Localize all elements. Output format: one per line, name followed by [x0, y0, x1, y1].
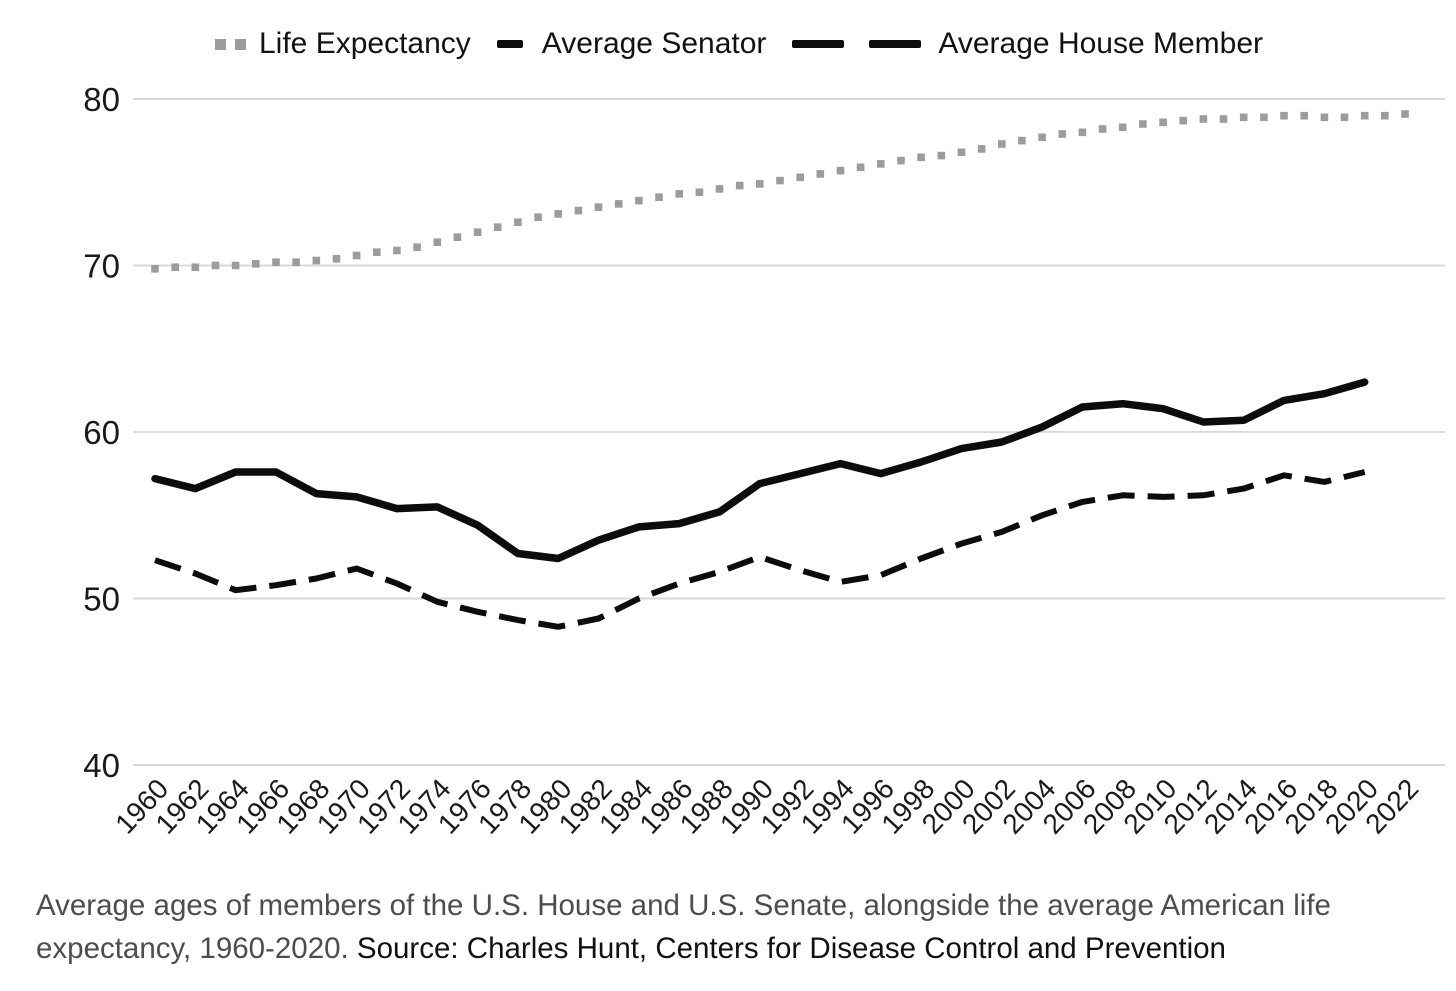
y-tick-label: 40: [83, 747, 120, 784]
average-house-member-dashed-marker-icon: [792, 40, 922, 48]
y-tick-label: 70: [83, 248, 120, 285]
caption-description: Average ages of members of the U.S. Hous…: [36, 889, 1331, 966]
y-tick-label: 80: [83, 81, 120, 118]
y-tick-label: 50: [83, 581, 120, 618]
average-senator-series: [151, 378, 1369, 563]
chart-legend: Life Expectancy Average Senator Average …: [215, 26, 1263, 62]
legend-label-average-senator: Average Senator: [541, 27, 767, 60]
legend-item-average-house-member: Average House Member: [792, 27, 1263, 61]
legend-label-life-expectancy: Life Expectancy: [259, 27, 471, 60]
life-expectancy-dotted-marker-icon: [215, 38, 246, 50]
y-tick-label: 60: [83, 414, 120, 451]
life-expectancy-series: [151, 110, 1409, 273]
caption-source: Source: Charles Hunt, Centers for Diseas…: [356, 932, 1226, 966]
legend-item-life-expectancy: Life Expectancy: [215, 27, 471, 61]
legend-item-average-senator: Average Senator: [496, 27, 767, 61]
legend-label-average-house-member: Average House Member: [938, 27, 1264, 60]
average-senator-solid-marker-icon: [496, 40, 523, 48]
average-house-member-series: [154, 469, 1366, 630]
chart-caption: Average ages of members of the U.S. Hous…: [36, 884, 1438, 970]
age-line-chart: 8070605040196019621964196619681970197219…: [83, 81, 1445, 840]
